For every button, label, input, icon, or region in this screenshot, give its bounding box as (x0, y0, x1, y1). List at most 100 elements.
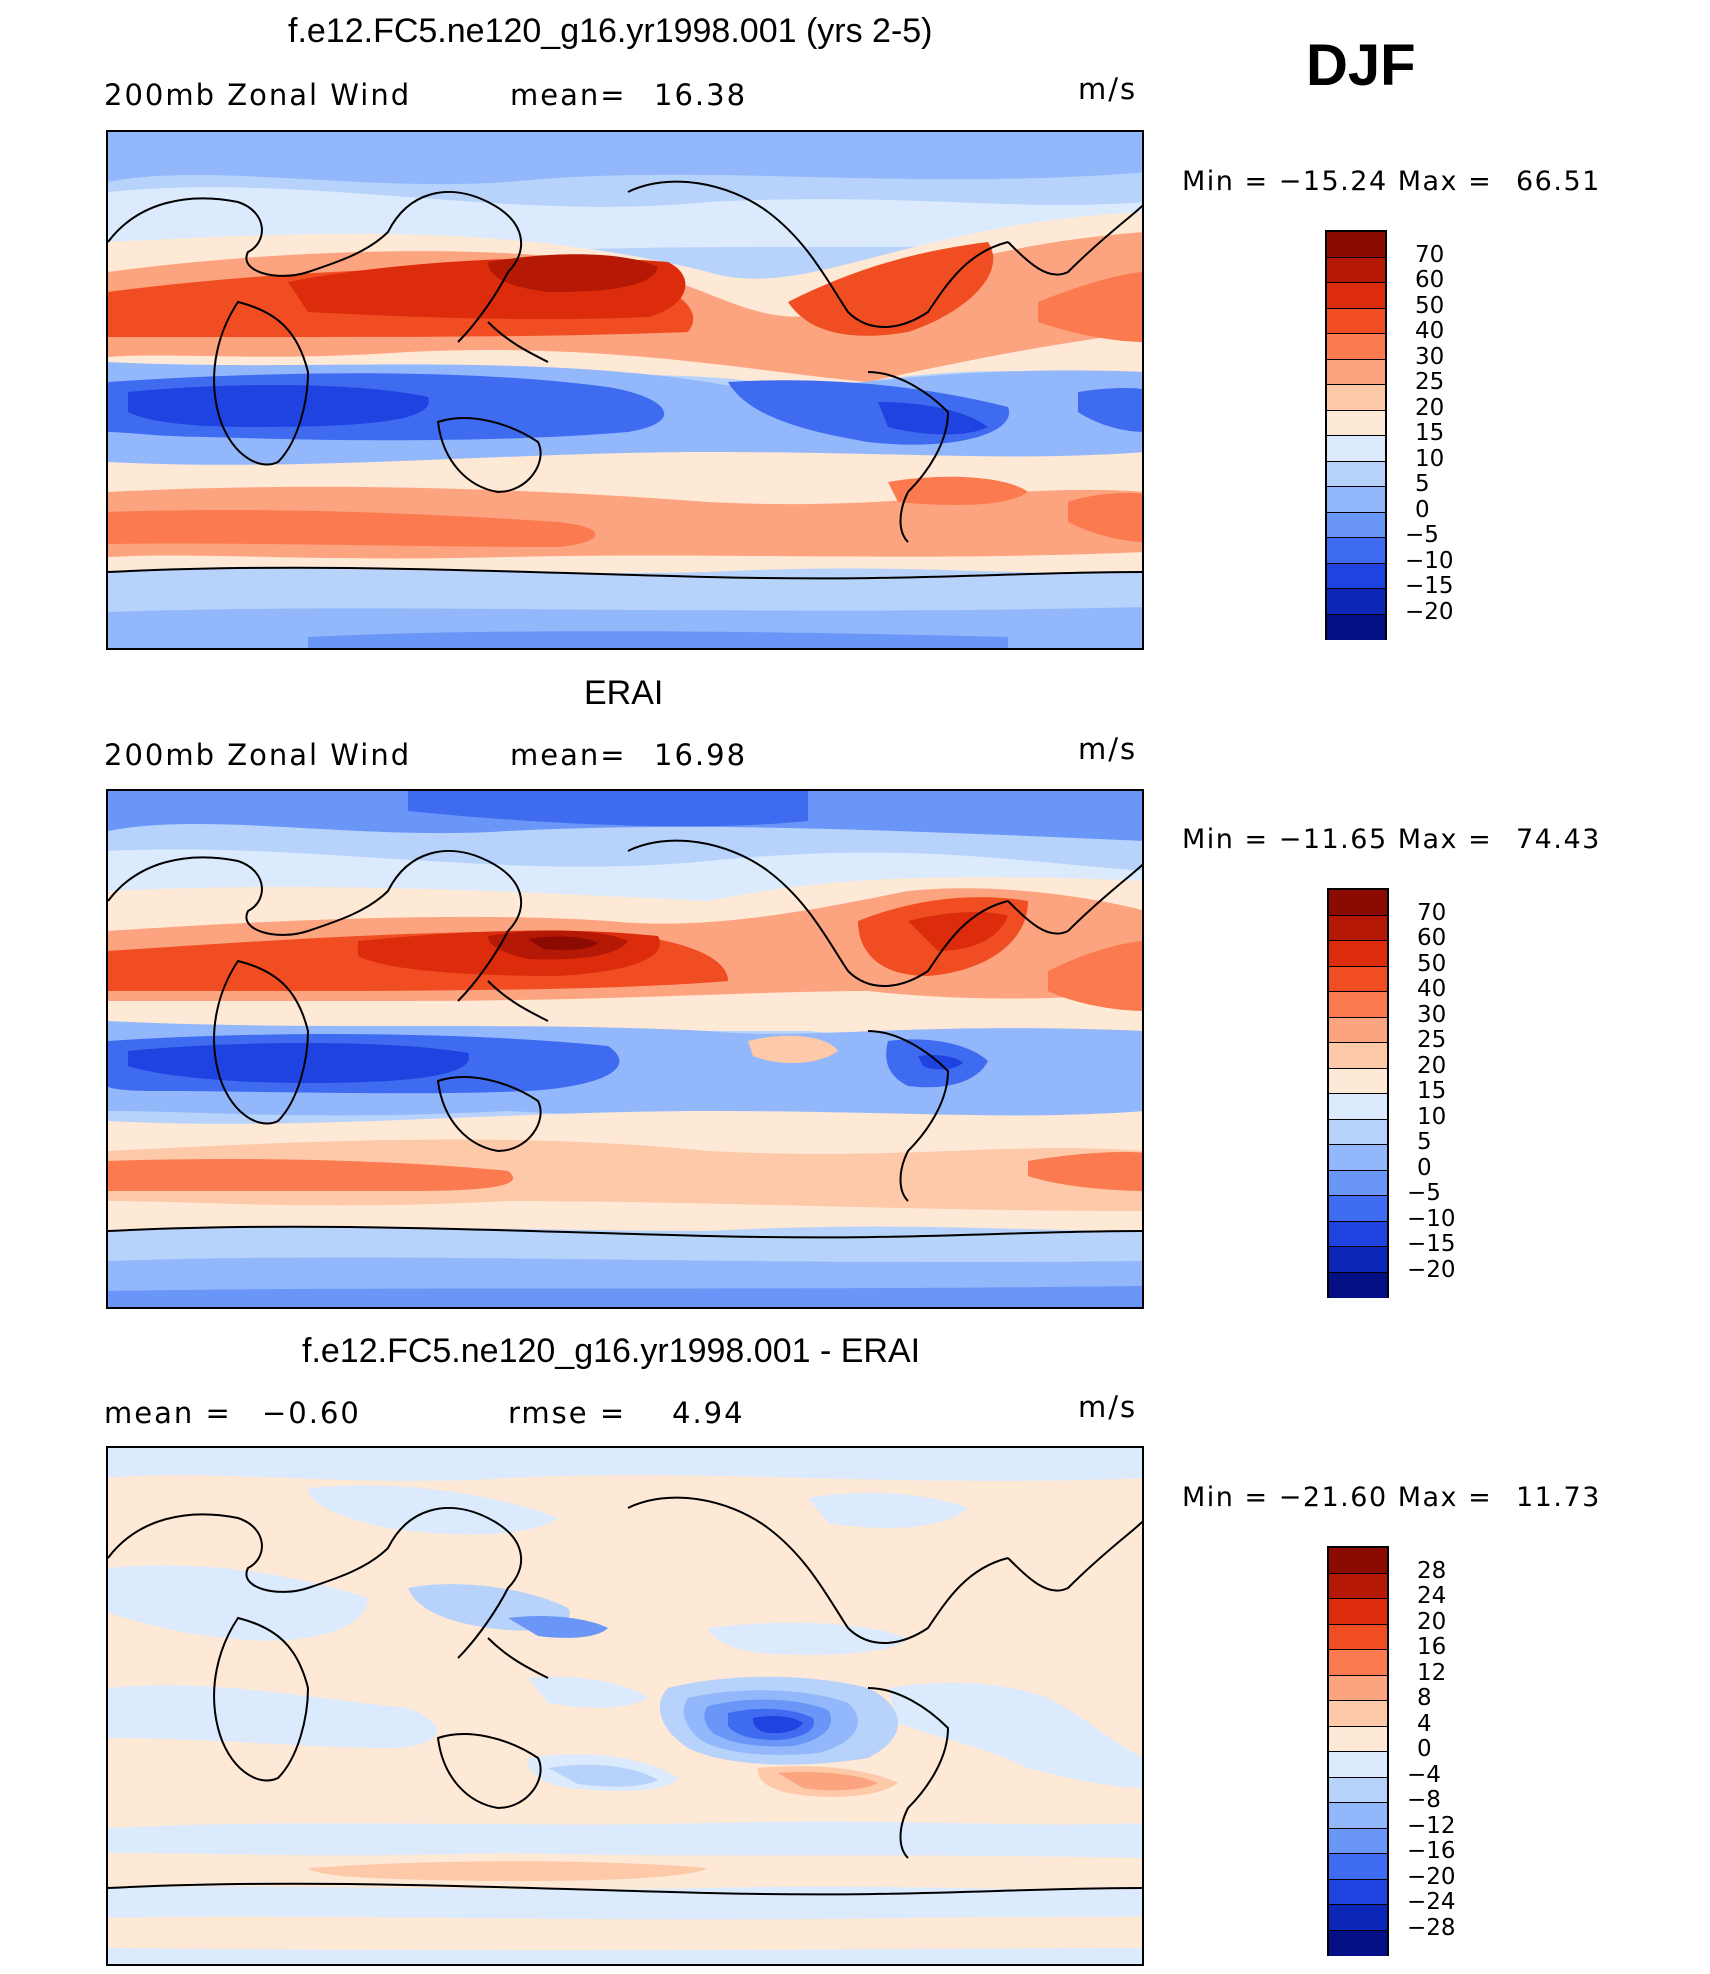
colorbar-tick-label: −15 (1407, 1231, 1456, 1257)
colorbar-tick-label: 0 (1415, 496, 1430, 523)
panel-3-colorbar-swatch (1329, 1624, 1387, 1650)
panel-3-colorbar (1327, 1546, 1389, 1956)
panel-1-colorbar-swatch (1327, 257, 1385, 283)
panel-1-colorbar-swatch (1327, 308, 1385, 334)
panel-1-max-value: 66.51 (1516, 166, 1601, 197)
panel-2-colorbar-swatch (1329, 1221, 1387, 1247)
panel-2-colorbar-swatch (1329, 915, 1387, 941)
panel-1-colorbar-swatch (1327, 410, 1385, 436)
panel-3-contour-field (108, 1448, 1142, 1964)
panel-3-rmse-label: rmse = (508, 1396, 627, 1430)
colorbar-tick-label: −20 (1407, 1256, 1456, 1283)
panel-1-contour-field (108, 132, 1142, 648)
colorbar-tick-label: −5 (1407, 1180, 1441, 1206)
colorbar-tick-label: 40 (1417, 976, 1447, 1002)
panel-1-map (106, 130, 1144, 650)
panel-3-rmse-value: 4.94 (672, 1396, 745, 1430)
panel-2-colorbar-swatch (1329, 1094, 1387, 1120)
panel-2-colorbar-swatch (1329, 1247, 1387, 1273)
panel-1-units: m/s (1078, 72, 1138, 106)
colorbar-tick-label: 30 (1415, 343, 1445, 370)
panel-1-colorbar-swatch (1327, 538, 1385, 564)
colorbar-tick-label: −10 (1407, 1205, 1456, 1232)
colorbar-tick-label: −24 (1407, 1889, 1456, 1915)
colorbar-tick-label: 25 (1415, 369, 1445, 395)
panel-2-max-value: 74.43 (1516, 824, 1601, 855)
panel-3-mean-value: −0.60 (262, 1396, 361, 1430)
panel-3-map (106, 1446, 1144, 1966)
panel-1-title: f.e12.FC5.ne120_g16.yr1998.001 (yrs 2-5) (288, 12, 933, 50)
panel-2-colorbar-swatch (1329, 941, 1387, 967)
panel-1-colorbar-swatch (1327, 589, 1385, 615)
panel-2-colorbar-swatch (1329, 890, 1387, 916)
colorbar-tick-label: 40 (1415, 318, 1445, 344)
panel-1-colorbar-swatch (1327, 283, 1385, 309)
colorbar-tick-label: 70 (1415, 241, 1445, 268)
colorbar-tick-label: 20 (1415, 394, 1445, 421)
panel-2-mean-value: 16.98 (654, 738, 748, 772)
panel-1-colorbar-swatch (1327, 487, 1385, 513)
colorbar-tick-label: −4 (1407, 1761, 1441, 1788)
panel-3-colorbar-swatch (1329, 1930, 1387, 1956)
colorbar-tick-label: −28 (1407, 1914, 1456, 1941)
colorbar-tick-label: 25 (1417, 1027, 1447, 1053)
colorbar-tick-label: 0 (1417, 1154, 1432, 1181)
panel-1-colorbar-swatch (1327, 614, 1385, 640)
colorbar-tick-label: 0 (1417, 1736, 1432, 1762)
panel-2-colorbar-swatch (1329, 1068, 1387, 1094)
colorbar-tick-label: 8 (1417, 1685, 1432, 1711)
colorbar-tick-label: 60 (1415, 267, 1445, 293)
colorbar-tick-label: −20 (1407, 1863, 1456, 1890)
colorbar-tick-label: 60 (1417, 925, 1447, 951)
panel-1-colorbar-swatch (1327, 563, 1385, 589)
colorbar-tick-label: 16 (1417, 1634, 1447, 1660)
colorbar-tick-label: 5 (1415, 471, 1430, 497)
colorbar-tick-label: −15 (1405, 573, 1454, 599)
panel-2-colorbar-swatch (1329, 966, 1387, 992)
panel-1-colorbar-swatch (1327, 232, 1385, 258)
panel-2-colorbar (1327, 888, 1389, 1298)
panel-3-max-value: 11.73 (1516, 1482, 1601, 1513)
panel-3-colorbar-swatch (1329, 1854, 1387, 1880)
panel-2-colorbar-swatch (1329, 1119, 1387, 1145)
panel-1-colorbar-swatch (1327, 385, 1385, 411)
panel-3-colorbar-swatch (1329, 1573, 1387, 1599)
colorbar-tick-label: −12 (1407, 1812, 1456, 1839)
colorbar-tick-label: 20 (1417, 1608, 1447, 1635)
panel-1-mean-value: 16.38 (654, 78, 748, 112)
panel-1-colorbar-swatch (1327, 436, 1385, 462)
panel-3-min-max-label: Min = −21.60 Max = (1182, 1482, 1493, 1513)
panel-1-variable-label: 200mb Zonal Wind (104, 78, 412, 112)
panel-2-colorbar-swatch (1329, 1043, 1387, 1069)
panel-3-colorbar-swatch (1329, 1828, 1387, 1854)
colorbar-tick-label: 12 (1417, 1659, 1447, 1686)
panel-3-colorbar-swatch (1329, 1548, 1387, 1574)
colorbar-tick-label: 15 (1417, 1078, 1447, 1104)
colorbar-tick-label: 50 (1417, 950, 1447, 977)
panel-1-colorbar-swatch (1327, 334, 1385, 360)
panel-3-colorbar-swatch (1329, 1726, 1387, 1752)
panel-2-contour-field (108, 791, 1142, 1307)
colorbar-tick-label: −10 (1405, 547, 1454, 574)
colorbar-tick-label: 15 (1415, 420, 1445, 446)
colorbar-tick-label: 4 (1417, 1710, 1432, 1737)
panel-1-colorbar-swatch (1327, 512, 1385, 538)
colorbar-tick-label: 24 (1417, 1583, 1447, 1609)
panel-2-colorbar-swatch (1329, 1196, 1387, 1222)
panel-3-mean-label: mean = (104, 1396, 232, 1430)
panel-2-colorbar-swatch (1329, 1145, 1387, 1171)
panel-2-mean-label: mean= (510, 738, 627, 772)
panel-3-colorbar-swatch (1329, 1701, 1387, 1727)
colorbar-tick-label: 50 (1415, 292, 1445, 319)
colorbar-tick-label: −8 (1407, 1787, 1441, 1813)
panel-2-colorbar-swatch (1329, 1272, 1387, 1298)
colorbar-tick-label: 5 (1417, 1129, 1432, 1155)
colorbar-tick-label: 10 (1415, 445, 1445, 472)
panel-3-colorbar-swatch (1329, 1879, 1387, 1905)
colorbar-tick-label: 28 (1417, 1557, 1447, 1584)
panel-2-variable-label: 200mb Zonal Wind (104, 738, 412, 772)
colorbar-tick-label: −5 (1405, 522, 1439, 548)
panel-1-min-max-label: Min = −15.24 Max = (1182, 166, 1493, 197)
colorbar-tick-label: 30 (1417, 1001, 1447, 1028)
panel-2-units: m/s (1078, 732, 1138, 766)
